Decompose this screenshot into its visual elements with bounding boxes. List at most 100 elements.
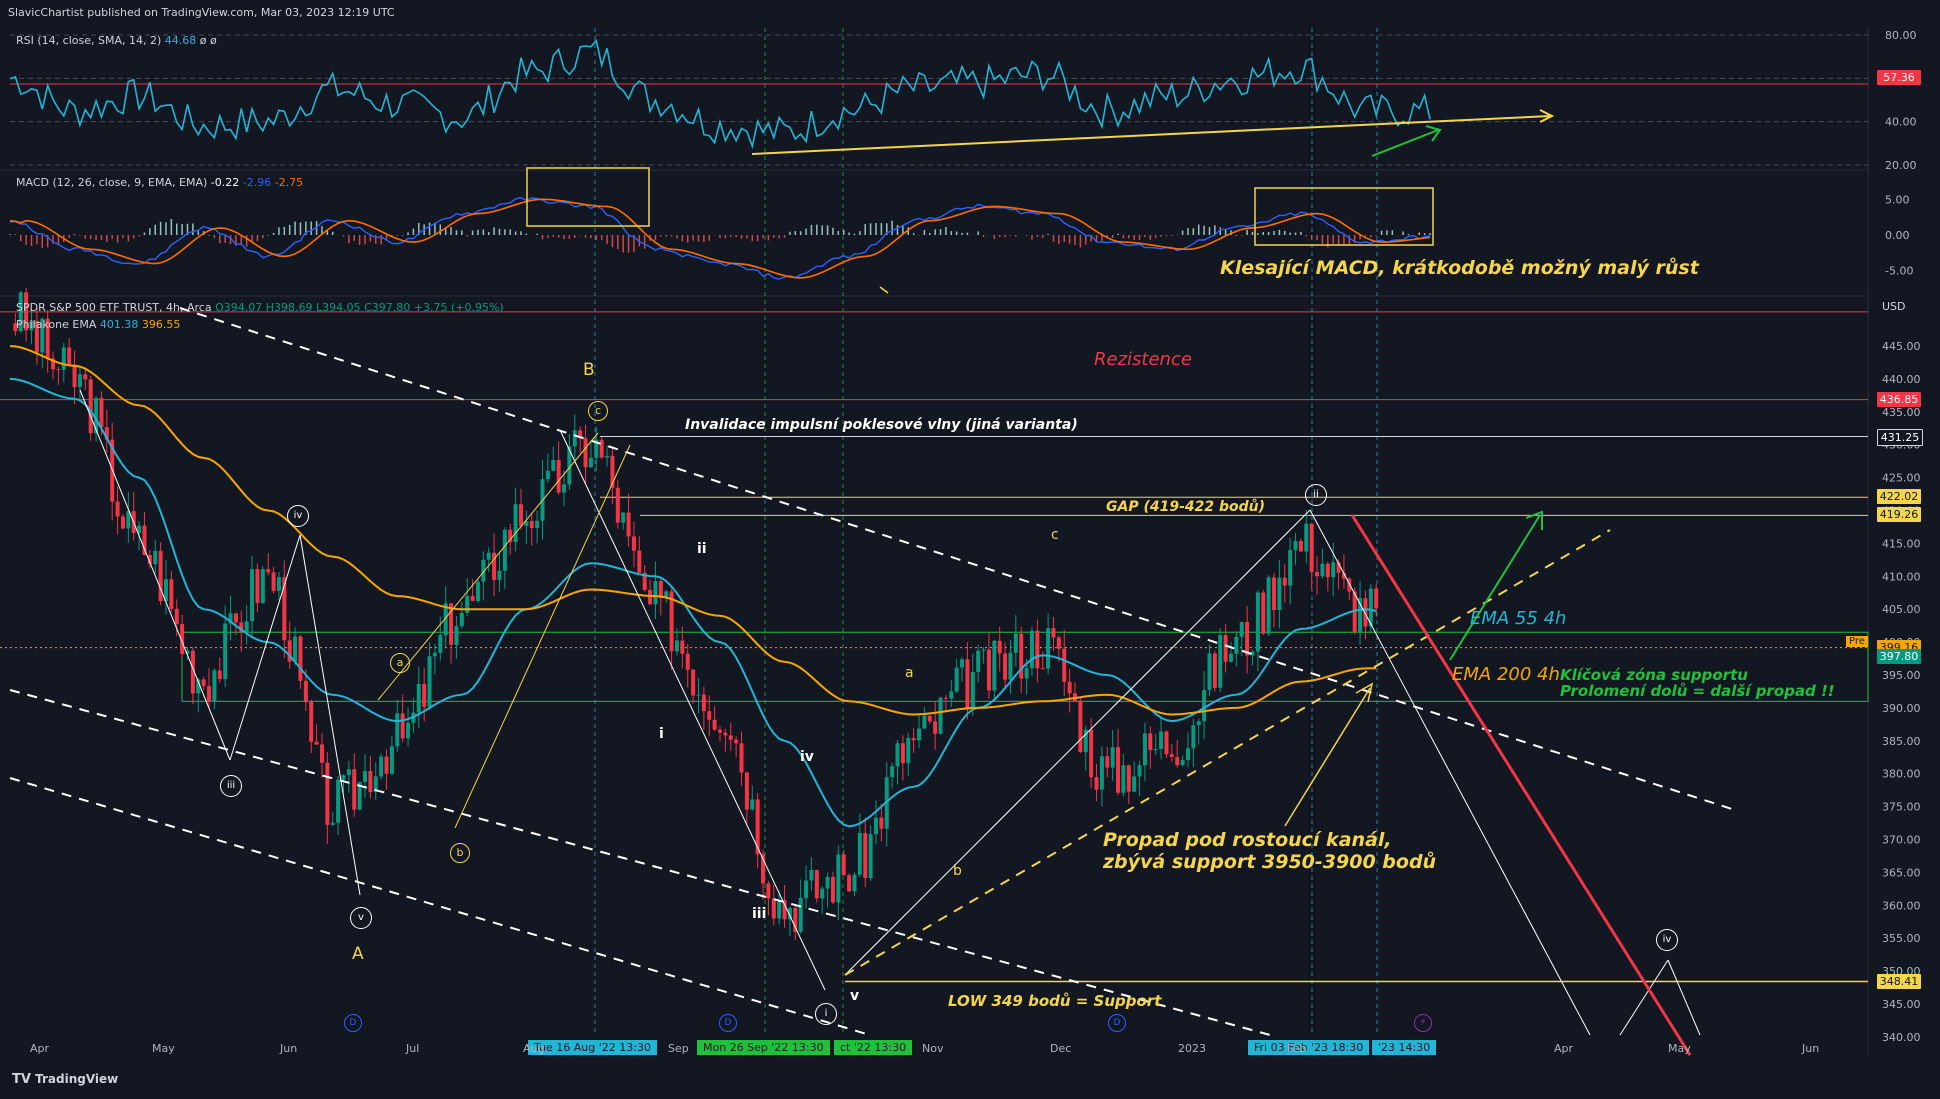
candle-body xyxy=(416,684,421,713)
time-highlight-sep: Mon 26 Sep '22 13:30 xyxy=(697,1040,830,1055)
candle-body xyxy=(610,455,615,488)
candle-body xyxy=(857,833,862,875)
time-label-nov: Nov xyxy=(922,1042,944,1055)
candle-body xyxy=(1363,598,1368,627)
wave-label-ii-small: ii xyxy=(697,541,707,557)
candle-body xyxy=(1196,721,1201,726)
candle-body xyxy=(744,772,749,810)
key-zone-annotation-1: Klíčová zóna supportu xyxy=(1560,666,1748,684)
wave-label-i-small: i xyxy=(659,726,664,742)
rsi-tick-40.00: 40.00 xyxy=(1885,116,1917,129)
ema55-line xyxy=(9,377,1377,828)
candle-body xyxy=(696,694,701,696)
candle-body xyxy=(825,876,830,889)
candle-body xyxy=(755,799,760,855)
key-zone-annotation-2: Prolomení dolů = další propad !! xyxy=(1560,682,1835,700)
wave-line-8 xyxy=(1667,959,1701,1036)
candle-body xyxy=(1315,571,1320,577)
price-tick-410.00: 410.00 xyxy=(1882,570,1921,583)
wave-label-c-yellow: c xyxy=(1051,527,1059,543)
candle-body xyxy=(1309,523,1314,572)
candle-body xyxy=(1245,621,1250,656)
candle-body xyxy=(1116,747,1121,793)
ohlc-values: O394.07 H398.69 L394.05 C397.80 +3.75 (+… xyxy=(215,301,504,314)
candle-body xyxy=(594,439,599,458)
wedge-upper xyxy=(377,432,599,701)
candle-body xyxy=(406,722,411,739)
time-highlight-aug: Tue 16 Aug '22 13:30 xyxy=(528,1040,657,1055)
rsi-level-box: 57.36 xyxy=(1877,70,1921,85)
candle-body xyxy=(368,771,373,793)
price-tick-425.00: 425.00 xyxy=(1882,472,1921,485)
price-tick-390.00: 390.00 xyxy=(1882,702,1921,715)
candle-body xyxy=(723,732,728,736)
candle-body xyxy=(341,775,346,780)
macd-tick-0.00: 0.00 xyxy=(1885,229,1910,242)
wave-label-a-yellow: a xyxy=(905,665,914,681)
price-tick-345.00: 345.00 xyxy=(1882,998,1921,1011)
price-tick-380.00: 380.00 xyxy=(1882,768,1921,781)
candle-body xyxy=(379,756,384,777)
earnings-lightning-icon[interactable]: ⚡ xyxy=(1414,1014,1432,1032)
candle-body xyxy=(1250,651,1255,656)
candle-body xyxy=(954,667,959,692)
candle-body xyxy=(642,572,647,590)
wave-line-1 xyxy=(79,389,231,761)
candle-body xyxy=(29,320,34,331)
time-label-feb: Feb xyxy=(1287,1042,1307,1055)
candle-body xyxy=(303,680,308,703)
candle-body xyxy=(943,697,948,699)
candle-body xyxy=(728,735,733,740)
price-box-422: 422.02 xyxy=(1877,489,1921,505)
candle-body xyxy=(960,659,965,668)
price-tick-405.00: 405.00 xyxy=(1882,603,1921,616)
candle-body xyxy=(276,577,281,591)
candle-body xyxy=(911,737,916,741)
candle-body xyxy=(163,579,168,602)
time-label-jun: Jun xyxy=(1802,1042,1820,1055)
candle-body xyxy=(890,766,895,778)
candle-body xyxy=(422,684,427,707)
dividend-marker-dec[interactable]: D xyxy=(1108,1014,1126,1032)
macd-value-2: -2.96 xyxy=(242,176,272,189)
small-mark xyxy=(879,286,889,294)
candle-body xyxy=(72,364,77,388)
dividend-marker-jun[interactable]: D xyxy=(344,1014,362,1032)
candle-body xyxy=(1341,572,1346,579)
candle-body xyxy=(1094,777,1099,790)
wave-label-A: A xyxy=(352,944,364,964)
dividend-marker-sep[interactable]: D xyxy=(719,1014,737,1032)
candle-body xyxy=(970,672,975,708)
candle-body xyxy=(336,779,341,823)
price-box-348: 348.41 xyxy=(1877,973,1921,989)
candle-body xyxy=(562,484,567,493)
candle-body xyxy=(777,900,782,919)
candle-body xyxy=(1191,725,1196,749)
candle-body xyxy=(637,550,642,573)
time-label-jun: Jun xyxy=(280,1042,298,1055)
candle-body xyxy=(212,670,217,702)
candle-body xyxy=(830,876,835,903)
rsi-tick-20.00: 20.00 xyxy=(1885,159,1917,172)
candle-body xyxy=(298,636,303,681)
macd-tick-5.00: 5.00 xyxy=(1885,193,1910,206)
candle-body xyxy=(1110,747,1115,768)
candle-body xyxy=(572,430,577,447)
candle-body xyxy=(1051,628,1056,638)
macd-line xyxy=(9,196,1431,280)
candle-body xyxy=(363,771,367,782)
candle-body xyxy=(1132,776,1137,792)
price-tick-365.00: 365.00 xyxy=(1882,866,1921,879)
candle-body xyxy=(809,869,814,881)
candle-body xyxy=(1046,628,1051,669)
candle-body xyxy=(244,621,249,633)
price-tick-440.00: 440.00 xyxy=(1882,373,1921,386)
candle-body xyxy=(486,552,491,560)
candle-body xyxy=(578,430,583,439)
symbol-legend: SPDR S&P 500 ETF TRUST, 4h, Arca O394.07… xyxy=(16,301,504,314)
candle-body xyxy=(718,729,722,733)
macd-legend-name: MACD (12, 26, close, 9, EMA, EMA) xyxy=(16,176,208,189)
candle-body xyxy=(1083,729,1088,753)
candle-body xyxy=(836,854,841,903)
